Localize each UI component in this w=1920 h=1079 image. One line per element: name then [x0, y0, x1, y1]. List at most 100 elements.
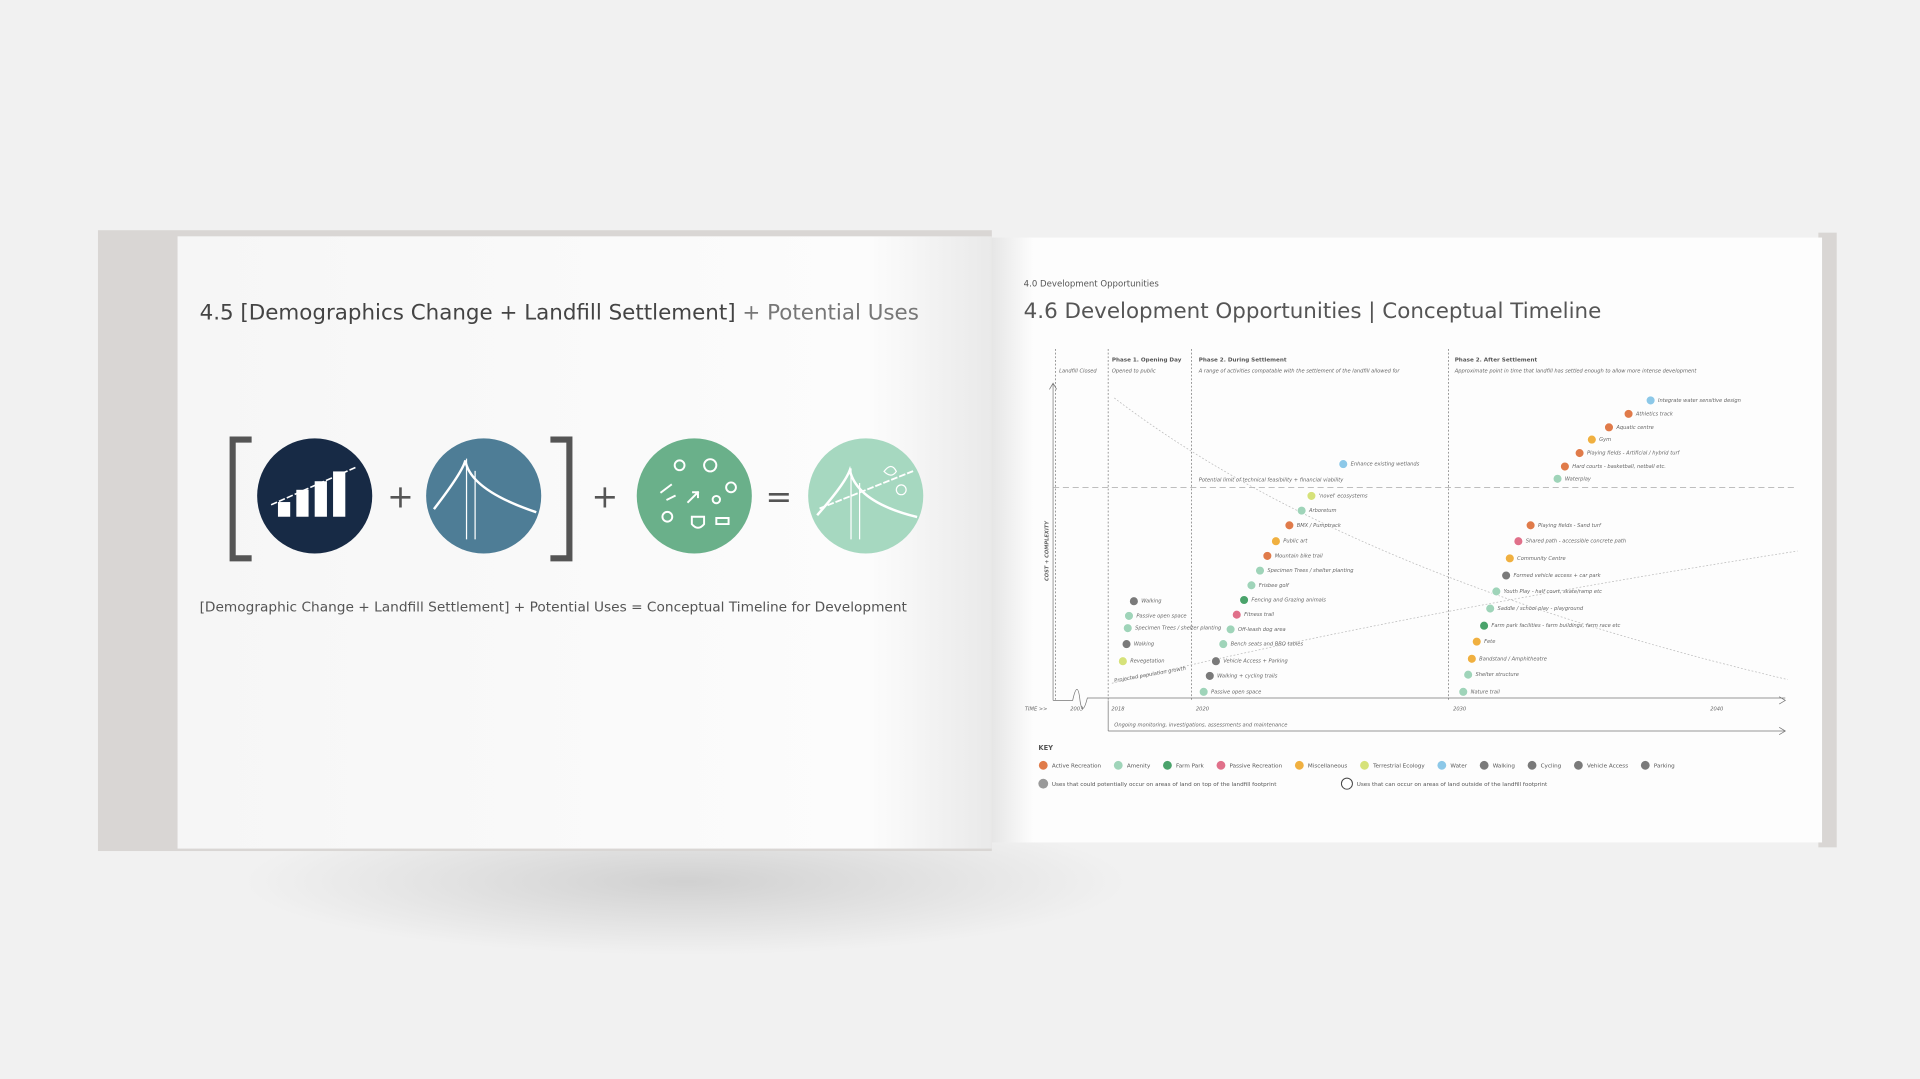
- use-label: Hard courts - basketball, netball etc.: [1572, 464, 1666, 470]
- use-label: Saddle / school play - playground: [1498, 606, 1584, 612]
- use-label: Bench seats and BBQ tables: [1231, 642, 1304, 648]
- use-label: Bandstand / Amphitheatre: [1479, 656, 1547, 662]
- year-label: 2003: [1070, 706, 1083, 712]
- timeline-frame: [1049, 348, 1798, 736]
- key-label: Passive Recreation: [1230, 763, 1283, 769]
- key-swatch: [1163, 760, 1172, 770]
- use-icon: [1491, 586, 1502, 597]
- use-label: Fitness trail: [1244, 612, 1274, 618]
- use-label: Farm park facilities - farm buildings, f…: [1491, 623, 1620, 629]
- section-label: 4.0 Development Opportunities: [1024, 280, 1160, 290]
- use-label: Formed vehicle access + car park: [1513, 573, 1601, 579]
- use-icon: [1458, 687, 1469, 697]
- use-label: Specimen Trees / shelter planting: [1135, 626, 1222, 632]
- key-note: Uses that could potentially occur on are…: [1052, 782, 1277, 788]
- use-icon: [1239, 595, 1249, 605]
- key-swatch: [1360, 760, 1369, 770]
- phase-subtitle: A range of activities compatable with th…: [1198, 369, 1401, 375]
- use-icon: [1225, 624, 1236, 635]
- use-icon: [1231, 609, 1242, 620]
- key-swatch: [1573, 760, 1583, 770]
- left-title: 4.5 [Demographics Change + Landfill Sett…: [200, 300, 919, 325]
- x-axis-label: TIME >>: [1025, 706, 1048, 712]
- use-label: Aquatic centre: [1615, 425, 1654, 431]
- use-label: Gym: [1599, 437, 1611, 443]
- right-page: [991, 237, 1823, 843]
- use-label: Shared path - accessible concrete path: [1526, 539, 1626, 545]
- phase-title: Phase 2. During Settlement: [1199, 358, 1287, 364]
- key-label: Terrestrial Ecology: [1372, 763, 1425, 769]
- title-suffix: + Potential Uses: [742, 300, 918, 325]
- key-label: Walking: [1493, 763, 1516, 769]
- monitoring-label: Ongoing monitoring, investigations, asse…: [1114, 722, 1287, 728]
- key-swatch: [1294, 760, 1304, 770]
- key-swatch: [1640, 760, 1650, 770]
- equation: + + =: [229, 436, 924, 562]
- key-label: Parking: [1654, 763, 1675, 769]
- right-title: 4.6 Development Opportunities | Conceptu…: [1024, 299, 1602, 324]
- use-label: Passive open space: [1136, 613, 1186, 619]
- use-icon: [1479, 620, 1489, 631]
- use-label: BMX / Pumptrack: [1297, 523, 1342, 529]
- key-label: Amenity: [1127, 763, 1151, 769]
- year-label: 2020: [1196, 706, 1209, 712]
- landfill-closed: Landfill Closed: [1059, 369, 1097, 375]
- use-icon: [1218, 639, 1229, 649]
- use-icon: [1129, 596, 1139, 607]
- key-swatch: [1479, 760, 1489, 770]
- use-label: Shelter structure: [1476, 672, 1519, 678]
- use-icon: [1604, 422, 1614, 433]
- use-label: Youth Play - half court, skate/ramp etc: [1504, 589, 1602, 595]
- key-swatch: [1038, 760, 1048, 770]
- key-title: KEY: [1038, 744, 1053, 752]
- year-label: 2040: [1710, 706, 1723, 712]
- title-main: 4.5 [Demographics Change + Landfill Sett…: [200, 300, 736, 325]
- phase-title: Phase 2. After Settlement: [1455, 358, 1538, 364]
- use-label: Playing fields - Artificial / hybrid tur…: [1587, 451, 1681, 457]
- limit-label: Potential limit of technical feasibility…: [1199, 478, 1344, 484]
- use-icon: [1574, 448, 1585, 458]
- use-label: Athletics track: [1635, 411, 1674, 417]
- key-note-icon: [1340, 777, 1353, 790]
- cover-right: [1818, 232, 1837, 848]
- use-label: Walking: [1141, 599, 1162, 605]
- svg-text:+: +: [592, 477, 619, 515]
- phase-subtitle: Approximate point in time that landfill …: [1454, 369, 1698, 375]
- use-label: Walking + cycling trails: [1217, 673, 1278, 679]
- use-icon: [1211, 656, 1221, 667]
- caption: [Demographic Change + Landfill Settlemen…: [200, 599, 908, 615]
- use-icon: [1501, 570, 1511, 581]
- use-icon: [1124, 611, 1134, 621]
- use-label: Fencing and Grazing animals: [1251, 598, 1326, 604]
- use-icon: [1306, 491, 1317, 501]
- key-swatch: [1437, 760, 1447, 770]
- use-label: Enhance existing wetlands: [1351, 462, 1420, 468]
- use-icon: [1587, 434, 1597, 445]
- key-note-icon: [1038, 778, 1049, 789]
- key-label: Cycling: [1541, 763, 1562, 769]
- use-label: Nature trail: [1471, 689, 1501, 695]
- use-label: Waterplay: [1565, 476, 1592, 482]
- phase-title: Phase 1. Opening Day: [1112, 358, 1182, 364]
- use-label: Public art: [1283, 539, 1308, 545]
- use-icon: [1505, 553, 1515, 564]
- use-label: Fete: [1484, 639, 1495, 645]
- use-icon: [1560, 461, 1570, 472]
- key-label: Active Recreation: [1052, 763, 1102, 769]
- use-icon: [1205, 671, 1215, 681]
- use-icon: [1296, 505, 1307, 516]
- key-swatch: [1216, 760, 1226, 770]
- use-label: Off-leash dog area: [1238, 627, 1286, 633]
- use-icon: [1118, 656, 1128, 667]
- y-axis-label: COST + COMPLEXITY: [1044, 520, 1050, 581]
- use-label: Revegetation: [1130, 659, 1164, 665]
- key-label: Farm Park: [1176, 763, 1205, 769]
- use-label: Mountain bike trail: [1275, 553, 1324, 559]
- use-icon: [1255, 565, 1265, 576]
- use-label: Walking: [1134, 642, 1155, 648]
- use-label: Specimen Trees / shelter planting: [1267, 568, 1354, 574]
- use-label: Community Centre: [1517, 556, 1566, 562]
- use-label: Playing fields - Sand turf: [1538, 523, 1602, 529]
- svg-text:+: +: [387, 477, 414, 515]
